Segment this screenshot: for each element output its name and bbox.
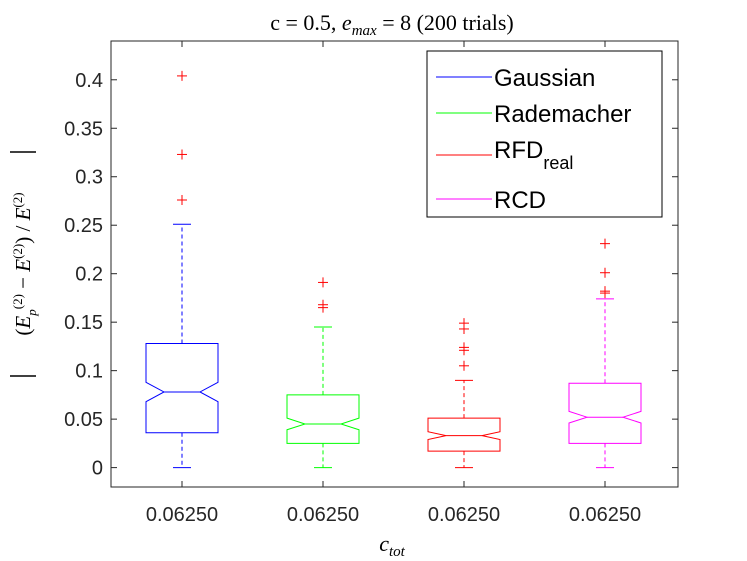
- chart-title: c = 0.5, emax = 8 (200 trials): [270, 10, 514, 39]
- outlier-marker: [459, 360, 469, 371]
- y-tick-label: 0.3: [75, 167, 103, 189]
- outlier-marker: [459, 318, 469, 329]
- outlier-marker: [177, 70, 187, 81]
- x-tick-label: 0.06250: [287, 504, 359, 526]
- y-axis-label: (Ep(2) − E(2)) / E(2): [10, 192, 39, 335]
- outlier-marker: [600, 267, 610, 278]
- y-tick-label: 0.4: [75, 70, 103, 92]
- title-e-sub: max: [352, 23, 377, 39]
- y-tick-label: 0.05: [64, 409, 103, 431]
- outlier-marker: [459, 342, 469, 353]
- x-tick-label: 0.06250: [146, 504, 218, 526]
- y-tick-label: 0: [92, 458, 103, 480]
- y-axis-ticks: 0 0.05 0.1 0.15 0.2 0.25 0.3 0.35 0.4: [64, 70, 678, 480]
- y-axis-label-group: (Ep(2) − E(2)) / E(2): [10, 151, 39, 377]
- y-tick-label: 0.25: [64, 215, 103, 237]
- box-rfd-real: [427, 417, 501, 452]
- outlier-marker: [177, 195, 187, 206]
- legend-label-rfd-real: RFDreal: [494, 137, 573, 173]
- legend: Gaussian Rademacher RFDreal RCD: [426, 50, 663, 218]
- outlier-marker: [318, 299, 328, 310]
- x-axis-label: ctot: [379, 531, 405, 560]
- y-tick-label: 0.2: [75, 264, 103, 286]
- x-axis-ticks: 0.06250 0.06250 0.06250 0.06250: [146, 41, 641, 526]
- y-tick-label: 0.1: [75, 361, 103, 383]
- outlier-marker: [318, 277, 328, 288]
- legend-label-rcd: RCD: [494, 187, 546, 214]
- title-e: e: [342, 10, 352, 35]
- title-lhs: c = 0.5,: [270, 10, 342, 35]
- legend-box: [426, 50, 663, 218]
- outlier-marker: [600, 238, 610, 249]
- x-tick-label: 0.06250: [569, 504, 641, 526]
- outlier-marker: [177, 149, 187, 160]
- legend-label-gaussian: Gaussian: [494, 65, 595, 92]
- outlier-marker: [600, 286, 610, 297]
- box-rademacher: [286, 394, 360, 444]
- y-tick-label: 0.35: [64, 118, 103, 140]
- y-tick-label: 0.15: [64, 312, 103, 334]
- title-rhs: = 8 (200 trials): [377, 10, 514, 35]
- box-rcd: [568, 382, 642, 444]
- x-tick-label: 0.06250: [428, 504, 500, 526]
- legend-label-rademacher: Rademacher: [494, 101, 631, 128]
- box-series: [145, 70, 642, 469]
- box-gaussian: [145, 343, 219, 434]
